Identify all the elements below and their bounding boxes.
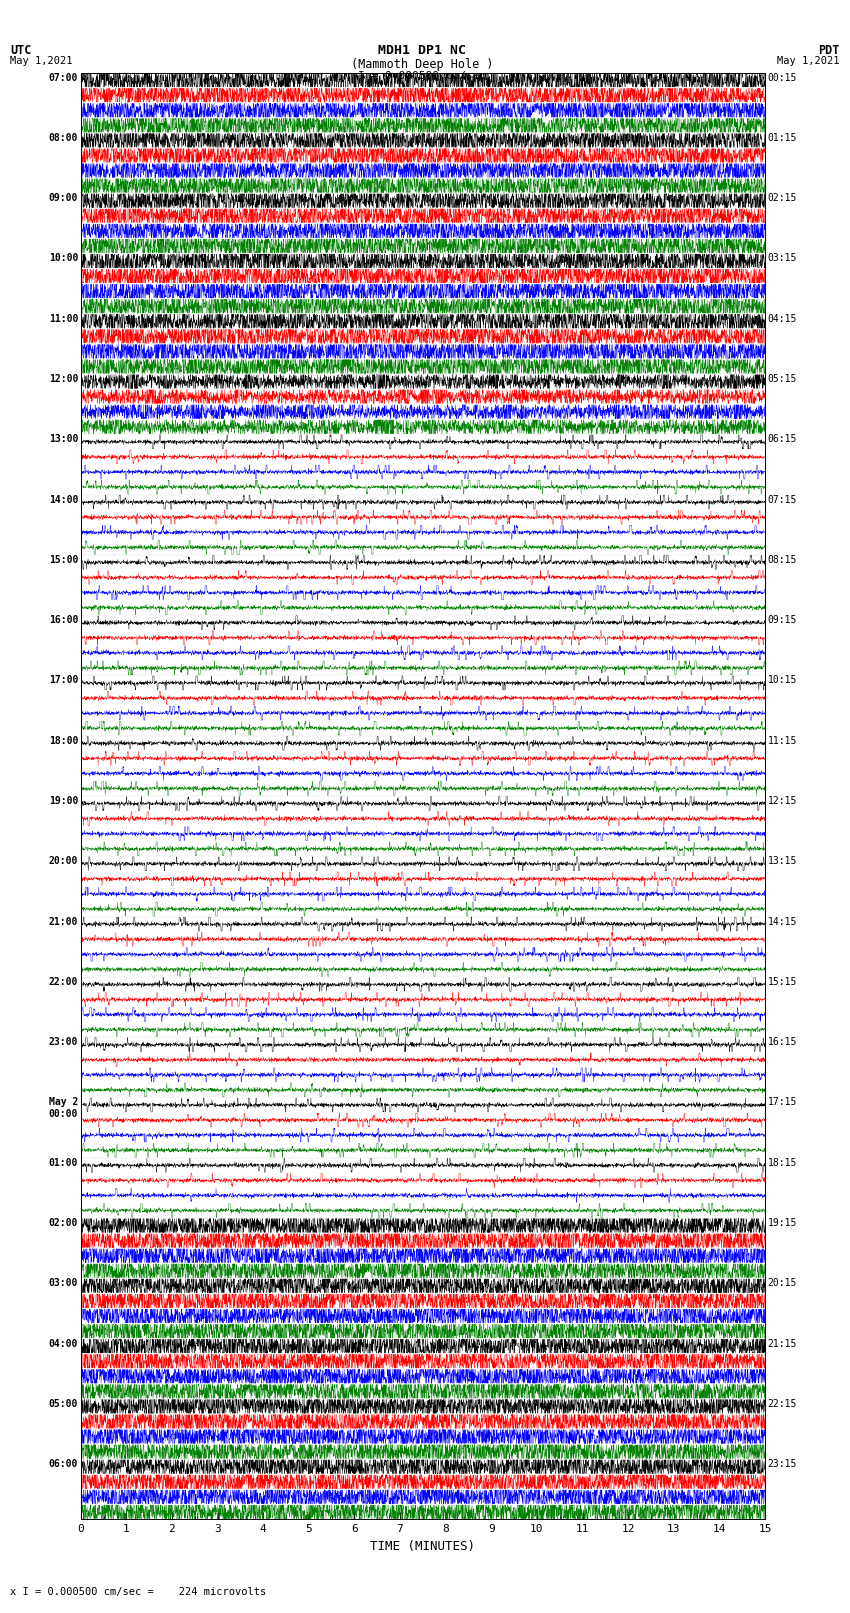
Text: 10:00: 10:00 bbox=[48, 253, 78, 263]
Text: 18:00: 18:00 bbox=[48, 736, 78, 745]
Text: (Mammoth Deep Hole ): (Mammoth Deep Hole ) bbox=[351, 58, 494, 71]
Text: May 1,2021: May 1,2021 bbox=[10, 56, 73, 66]
Text: 21:00: 21:00 bbox=[48, 916, 78, 926]
Text: 14:00: 14:00 bbox=[48, 495, 78, 505]
Text: x I = 0.000500 cm/sec =    224 microvolts: x I = 0.000500 cm/sec = 224 microvolts bbox=[10, 1587, 266, 1597]
Text: 23:00: 23:00 bbox=[48, 1037, 78, 1047]
Text: 14:15: 14:15 bbox=[768, 916, 797, 926]
Text: 07:15: 07:15 bbox=[768, 495, 797, 505]
Text: May 1,2021: May 1,2021 bbox=[777, 56, 840, 66]
Text: 16:00: 16:00 bbox=[48, 615, 78, 626]
Text: 06:15: 06:15 bbox=[768, 434, 797, 444]
Text: 20:00: 20:00 bbox=[48, 857, 78, 866]
Text: 12:15: 12:15 bbox=[768, 797, 797, 806]
Text: 08:15: 08:15 bbox=[768, 555, 797, 565]
Text: 05:00: 05:00 bbox=[48, 1398, 78, 1408]
Text: 02:00: 02:00 bbox=[48, 1218, 78, 1227]
Text: 20:15: 20:15 bbox=[768, 1277, 797, 1289]
Text: 13:00: 13:00 bbox=[48, 434, 78, 444]
Text: 03:00: 03:00 bbox=[48, 1277, 78, 1289]
Text: May 2
00:00: May 2 00:00 bbox=[48, 1097, 78, 1119]
Text: 01:00: 01:00 bbox=[48, 1158, 78, 1168]
Text: 19:00: 19:00 bbox=[48, 797, 78, 806]
Text: MDH1 DP1 NC: MDH1 DP1 NC bbox=[378, 44, 467, 56]
Text: 16:15: 16:15 bbox=[768, 1037, 797, 1047]
Text: 11:00: 11:00 bbox=[48, 313, 78, 324]
Text: 06:00: 06:00 bbox=[48, 1460, 78, 1469]
Text: 02:15: 02:15 bbox=[768, 194, 797, 203]
Text: 17:00: 17:00 bbox=[48, 676, 78, 686]
Text: 01:15: 01:15 bbox=[768, 132, 797, 144]
Text: 22:15: 22:15 bbox=[768, 1398, 797, 1408]
Text: UTC: UTC bbox=[10, 44, 31, 56]
Text: 10:15: 10:15 bbox=[768, 676, 797, 686]
Text: 00:15: 00:15 bbox=[768, 73, 797, 82]
Text: 03:15: 03:15 bbox=[768, 253, 797, 263]
Text: 21:15: 21:15 bbox=[768, 1339, 797, 1348]
Text: 08:00: 08:00 bbox=[48, 132, 78, 144]
Text: 04:15: 04:15 bbox=[768, 313, 797, 324]
Text: 15:00: 15:00 bbox=[48, 555, 78, 565]
Text: 05:15: 05:15 bbox=[768, 374, 797, 384]
Text: 07:00: 07:00 bbox=[48, 73, 78, 82]
Text: I = 0.000500 cm/sec: I = 0.000500 cm/sec bbox=[359, 71, 486, 81]
Text: 17:15: 17:15 bbox=[768, 1097, 797, 1108]
X-axis label: TIME (MINUTES): TIME (MINUTES) bbox=[371, 1540, 475, 1553]
Text: 23:15: 23:15 bbox=[768, 1460, 797, 1469]
Text: 13:15: 13:15 bbox=[768, 857, 797, 866]
Text: 22:00: 22:00 bbox=[48, 977, 78, 987]
Text: 09:00: 09:00 bbox=[48, 194, 78, 203]
Text: PDT: PDT bbox=[819, 44, 840, 56]
Text: 04:00: 04:00 bbox=[48, 1339, 78, 1348]
Text: 18:15: 18:15 bbox=[768, 1158, 797, 1168]
Text: 19:15: 19:15 bbox=[768, 1218, 797, 1227]
Text: 12:00: 12:00 bbox=[48, 374, 78, 384]
Text: 09:15: 09:15 bbox=[768, 615, 797, 626]
Text: 15:15: 15:15 bbox=[768, 977, 797, 987]
Text: 11:15: 11:15 bbox=[768, 736, 797, 745]
